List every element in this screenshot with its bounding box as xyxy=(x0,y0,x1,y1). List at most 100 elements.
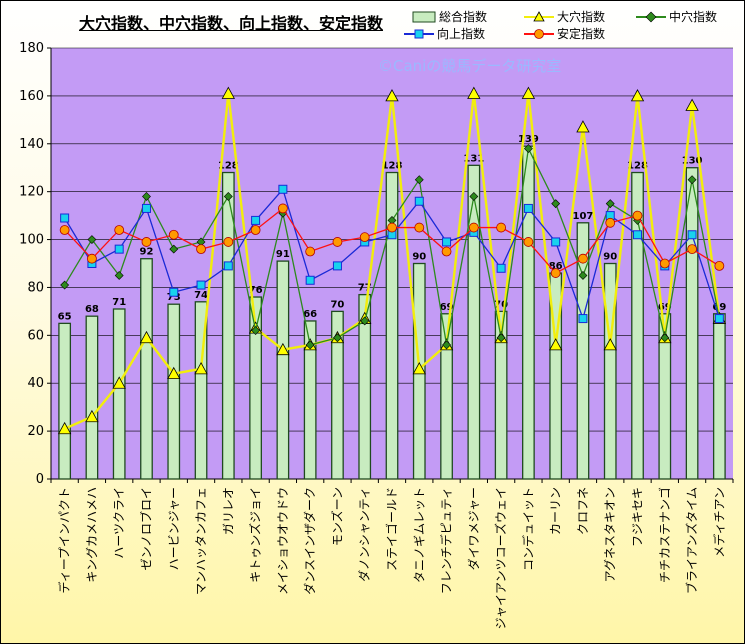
bar-data-label: 69 xyxy=(658,302,672,313)
data-point-circle xyxy=(632,210,643,221)
data-point-triangle xyxy=(167,366,181,380)
data-point-diamond xyxy=(523,144,533,153)
legend-label-antei: 安定指数 xyxy=(557,27,606,41)
bar xyxy=(85,315,99,480)
x-tick-label: ジャイアンツコーズウェイ xyxy=(493,487,508,629)
x-tick-label: コンデュイット xyxy=(520,487,535,571)
data-point-circle xyxy=(223,237,234,247)
x-tick-label: キングカメハメハ xyxy=(85,487,99,583)
y-tick-label: 140 xyxy=(19,137,44,152)
x-tick-label: マンハッタンカフェ xyxy=(194,487,208,595)
bar xyxy=(249,296,262,480)
data-point-circle xyxy=(168,229,179,240)
bar xyxy=(685,167,699,480)
data-point-diamond xyxy=(551,199,561,209)
bar-data-label: 70 xyxy=(494,299,508,310)
data-point-triangle xyxy=(521,86,536,99)
data-point-triangle xyxy=(112,376,126,389)
x-tick-label: メイショウオウドウ xyxy=(276,487,290,595)
data-point-triangle xyxy=(139,330,154,344)
y-tick-label: 160 xyxy=(19,89,44,104)
data-point-circle xyxy=(59,225,70,235)
x-tick-label: ハーツクライ xyxy=(112,487,126,559)
y-tick-label: 120 xyxy=(19,185,44,200)
data-point-circle xyxy=(441,246,452,257)
bar xyxy=(112,308,126,480)
data-point-triangle xyxy=(385,89,399,102)
bar-data-label: 76 xyxy=(249,285,263,296)
bar-data-label: 139 xyxy=(518,134,539,145)
data-point-square xyxy=(714,314,724,324)
data-point-diamond xyxy=(687,175,697,185)
bar xyxy=(467,164,481,480)
x-tick-label: ディープインパクト xyxy=(57,487,72,593)
data-point-circle xyxy=(687,244,697,255)
y-tick-label: 180 xyxy=(19,41,44,56)
bar-data-label: 92 xyxy=(140,247,154,258)
data-point-square xyxy=(60,213,70,223)
bar-data-label: 130 xyxy=(682,156,703,167)
data-point-square xyxy=(414,196,424,206)
data-point-square xyxy=(223,261,233,271)
data-point-triangle xyxy=(467,86,481,99)
data-point-triangle xyxy=(549,338,563,351)
data-point-diamond xyxy=(114,271,124,280)
bar-data-label: 73 xyxy=(167,292,181,303)
data-point-triangle xyxy=(221,86,235,99)
bar xyxy=(658,313,672,480)
x-tick-label: メディチアン xyxy=(711,487,726,558)
bar-data-label: 66 xyxy=(303,309,317,320)
data-point-diamond xyxy=(605,199,615,209)
data-point-diamond xyxy=(305,340,315,350)
data-point-diamond xyxy=(442,340,451,350)
data-point-circle xyxy=(114,225,125,235)
y-tick-label: 40 xyxy=(27,376,44,391)
data-point-diamond xyxy=(496,333,506,343)
data-point-triangle xyxy=(630,89,645,102)
bar xyxy=(194,301,208,480)
data-point-circle xyxy=(550,268,561,278)
legend-label-sogo: 総合指数 xyxy=(439,10,488,24)
legend-label-kojo: 向上指数 xyxy=(437,27,486,41)
bar-data-label: 70 xyxy=(330,299,344,310)
y-tick-label: 100 xyxy=(19,233,44,248)
bar-data-label: 69 xyxy=(712,302,726,313)
data-point-diamond xyxy=(360,316,370,326)
chart-title: 大穴指数、中穴指数、向上指数、安定指数 xyxy=(79,14,384,33)
y-tick-label: 80 xyxy=(27,280,44,295)
data-point-square xyxy=(141,203,151,213)
data-point-diamond xyxy=(87,235,97,244)
bar xyxy=(712,313,726,480)
data-point-circle xyxy=(659,258,670,269)
x-tick-label: モンズーン xyxy=(329,487,344,546)
bar-data-label: 107 xyxy=(573,211,594,222)
data-point-circle xyxy=(578,253,588,264)
data-point-square xyxy=(633,230,643,240)
x-tick-label: カーリン xyxy=(549,487,563,535)
x-tick-label: クロフネ xyxy=(576,487,590,535)
data-point-circle xyxy=(196,244,206,255)
legend-label-chuana: 中穴指数 xyxy=(669,10,718,24)
data-point-diamond xyxy=(333,333,342,343)
x-tick-label: ダイワメジャー xyxy=(466,487,481,570)
data-point-circle xyxy=(87,253,97,264)
data-point-triangle xyxy=(412,362,426,375)
data-point-square xyxy=(687,230,697,240)
x-tick-label: ゼンノロブロイ xyxy=(138,487,153,570)
data-point-diamond xyxy=(142,192,151,201)
data-point-circle xyxy=(250,225,261,235)
bar-data-label: 90 xyxy=(412,252,426,263)
data-point-circle xyxy=(277,203,288,214)
bar-data-label: 74 xyxy=(194,290,208,301)
data-point-square xyxy=(169,287,179,297)
data-point-circle xyxy=(141,237,152,247)
x-tick-label: チチカステナンゴ xyxy=(657,487,672,583)
x-tick-label: タニノギムレット xyxy=(412,487,426,583)
data-point-circle xyxy=(359,232,370,243)
bar-swatch-icon xyxy=(412,11,436,22)
x-tick-label: ハービンジャー xyxy=(167,487,181,570)
bar xyxy=(440,313,453,480)
legend-label-oana: 大穴指数 xyxy=(557,10,606,24)
